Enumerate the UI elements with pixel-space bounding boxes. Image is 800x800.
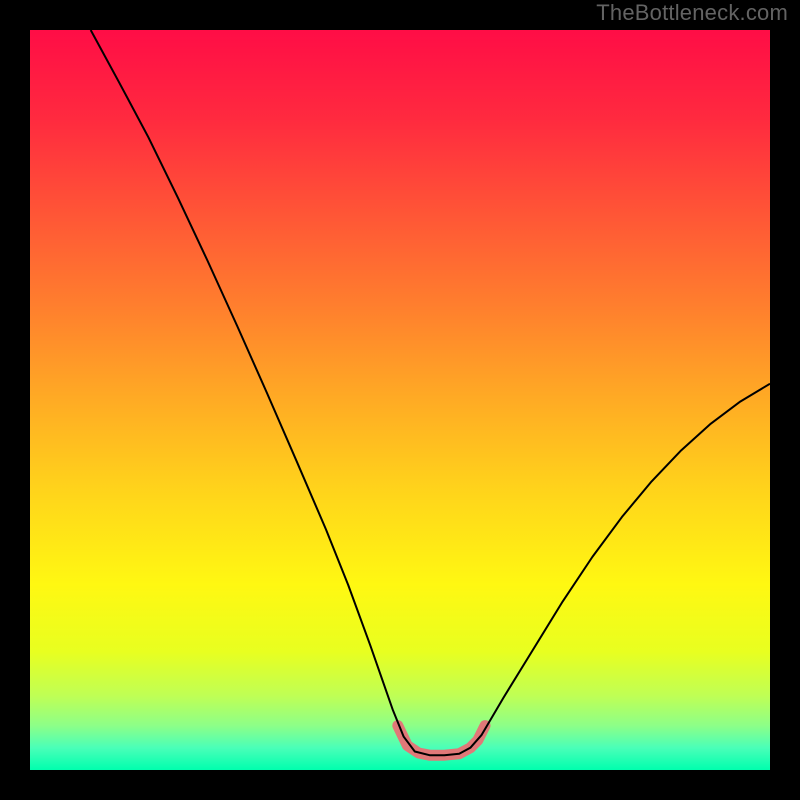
chart-background bbox=[30, 30, 770, 770]
bottleneck-chart bbox=[30, 30, 770, 770]
watermark-text: TheBottleneck.com bbox=[596, 0, 788, 26]
chart-container bbox=[30, 30, 770, 770]
